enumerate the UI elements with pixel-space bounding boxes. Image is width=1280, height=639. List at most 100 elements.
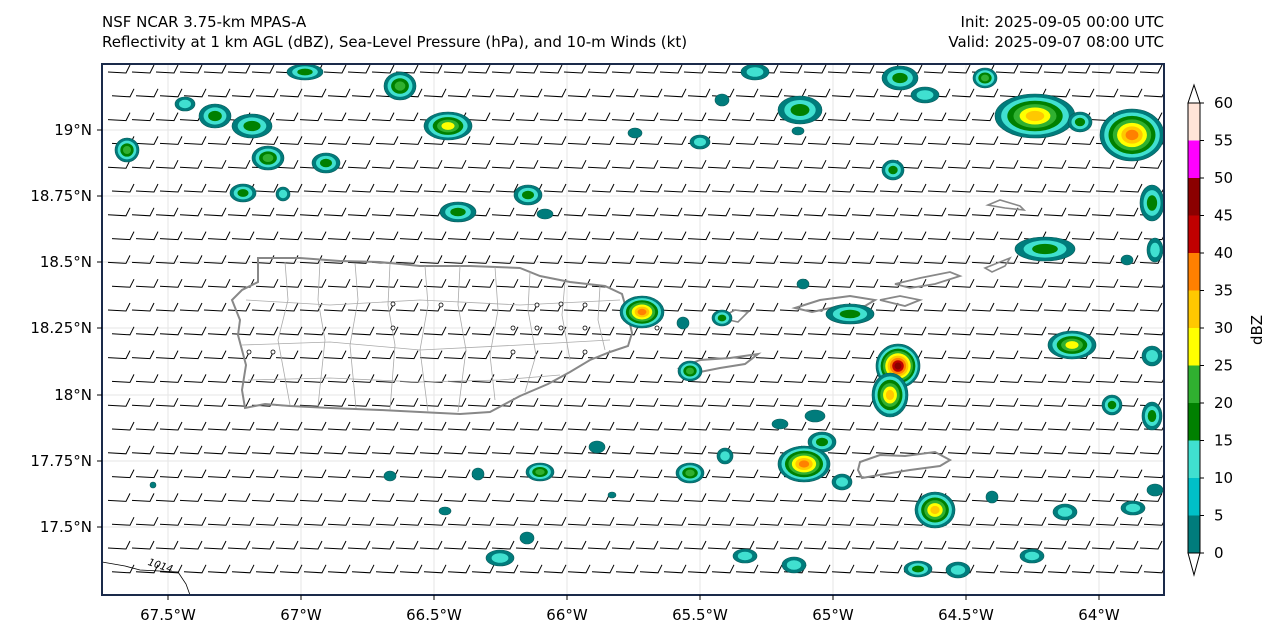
wind-barb xyxy=(999,516,1023,526)
wind-barb xyxy=(975,183,999,193)
reflectivity-cell xyxy=(1067,111,1093,133)
wind-barb xyxy=(251,207,275,217)
wind-barb xyxy=(539,255,563,264)
wind-barb xyxy=(371,540,395,550)
wind-barb xyxy=(615,469,639,479)
reflectivity-cell xyxy=(536,208,554,220)
wind-barb xyxy=(543,183,567,193)
reflectivity-cell xyxy=(675,462,705,484)
wind-barb xyxy=(783,516,807,526)
colorbar-tick-label: 15 xyxy=(1214,432,1233,450)
wind-barb xyxy=(183,136,207,145)
reflectivity-cell xyxy=(807,431,837,453)
wind-barb xyxy=(203,493,227,502)
wind-barb xyxy=(971,159,995,169)
wind-barb xyxy=(107,255,131,264)
reflectivity-contour xyxy=(981,74,989,82)
wind-barb xyxy=(515,540,539,550)
wind-barb xyxy=(347,159,371,169)
wind-barb xyxy=(591,326,615,336)
wind-barb xyxy=(663,326,687,336)
wind-barb xyxy=(135,564,159,574)
colorbar-tick-label: 55 xyxy=(1214,132,1233,150)
wind-barb xyxy=(1091,302,1115,312)
wind-barb xyxy=(803,540,827,550)
wind-barb xyxy=(159,564,183,574)
reflectivity-contour xyxy=(1150,242,1160,258)
wind-barb xyxy=(975,469,999,479)
lon-tick-label: 67°W xyxy=(280,606,322,624)
wind-barb xyxy=(807,88,831,98)
reflectivity-cell xyxy=(383,71,417,101)
wind-barb xyxy=(779,350,803,360)
reflectivity-contour xyxy=(714,93,730,107)
colorbar-segment xyxy=(1188,403,1200,441)
reflectivity-contour xyxy=(804,409,826,423)
wind-barb xyxy=(1047,88,1071,98)
wind-barb xyxy=(971,350,995,360)
wind-barb xyxy=(135,326,159,336)
wind-barb xyxy=(1019,159,1043,169)
wind-barb xyxy=(155,207,179,217)
wind-barb xyxy=(539,64,563,74)
wind-barb xyxy=(371,112,395,122)
wind-barb xyxy=(495,278,519,288)
wind-barb xyxy=(107,112,131,122)
wind-barb xyxy=(447,278,471,288)
colorbar-extend-min xyxy=(1187,552,1201,577)
wind-barb xyxy=(543,421,567,431)
wind-barb xyxy=(1095,564,1119,574)
wind-barb xyxy=(567,88,591,98)
wind-barb xyxy=(351,326,375,336)
wind-barb xyxy=(207,183,231,193)
wind-barb xyxy=(947,493,971,502)
wind-barb xyxy=(207,136,231,145)
wind-barb xyxy=(899,302,923,312)
wind-barb xyxy=(131,302,155,312)
wind-barb xyxy=(323,397,347,407)
wind-barb xyxy=(179,302,203,312)
wind-barb xyxy=(543,516,567,526)
wind-barb xyxy=(255,516,279,526)
wind-barb xyxy=(131,493,155,502)
wind-barb xyxy=(567,469,591,479)
wind-barb xyxy=(855,326,879,336)
wind-barb xyxy=(155,397,179,407)
wind-barb xyxy=(779,540,803,550)
wind-barb xyxy=(1163,167,1164,168)
wind-barb xyxy=(395,493,419,502)
wind-barb xyxy=(1168,279,1190,287)
wind-barb xyxy=(831,183,855,193)
wind-barb xyxy=(999,326,1023,336)
wind-barb xyxy=(1168,327,1190,335)
wind-barb xyxy=(995,255,1019,264)
wind-barb xyxy=(971,255,995,264)
wind-barb xyxy=(467,493,491,502)
wind-barb xyxy=(951,421,975,431)
wind-barb xyxy=(443,64,467,74)
wind-barb xyxy=(179,540,203,550)
wind-barb xyxy=(327,88,351,98)
wind-barb xyxy=(1143,567,1164,574)
colorbar-segment xyxy=(1188,178,1200,216)
wind-barb xyxy=(159,421,183,431)
wind-barb xyxy=(971,302,995,312)
wind-barb xyxy=(755,207,779,217)
wind-barb xyxy=(495,516,519,526)
wind-barb xyxy=(975,516,999,526)
wind-barb xyxy=(351,136,375,145)
reflectivity-cell xyxy=(1101,394,1123,416)
wind-barb xyxy=(519,88,543,98)
wind-barb xyxy=(303,183,327,193)
reflectivity-contour xyxy=(607,491,617,499)
wind-barb xyxy=(179,159,203,169)
wind-barb xyxy=(611,397,635,407)
wind-barb xyxy=(659,445,683,455)
wind-barb xyxy=(255,231,279,241)
wind-barb xyxy=(1071,516,1095,526)
wind-barb xyxy=(231,278,255,288)
wind-barb xyxy=(663,88,687,98)
wind-barb xyxy=(563,493,587,502)
wind-barb xyxy=(927,278,951,288)
wind-barb xyxy=(183,278,207,288)
